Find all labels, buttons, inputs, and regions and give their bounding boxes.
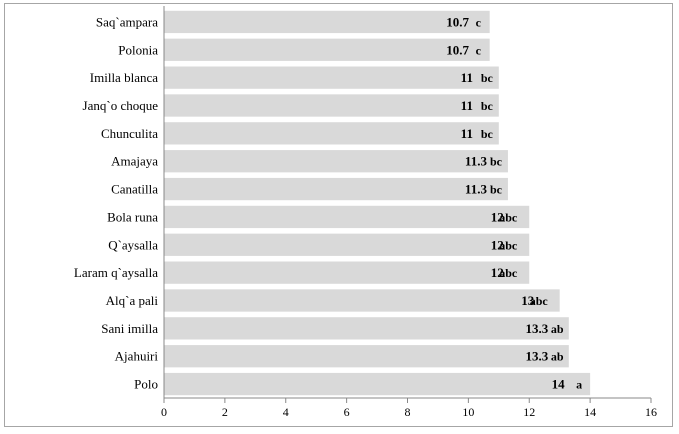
x-tick-label: 2 — [222, 405, 228, 419]
value-label: 13.3 — [525, 321, 548, 336]
bar — [164, 66, 499, 89]
significance-label: bc — [481, 71, 494, 85]
bar — [164, 205, 530, 229]
value-label: 11.3 — [465, 154, 488, 169]
significance-label: abc — [499, 238, 518, 252]
value-label: 11.3 — [465, 182, 488, 197]
value-label: 12 — [491, 265, 504, 280]
bar — [164, 177, 508, 201]
value-label: 12 — [491, 209, 504, 224]
bar — [164, 122, 499, 145]
category-label: Saq`ampara — [96, 14, 158, 29]
value-label: 11 — [461, 98, 473, 113]
value-label: 12 — [491, 237, 504, 252]
bar — [164, 150, 508, 173]
significance-label: bc — [481, 127, 494, 141]
x-tick-label: 16 — [645, 405, 657, 419]
category-label: Canatilla — [111, 182, 158, 197]
x-tick-label: 6 — [344, 405, 350, 419]
category-label: Ajahuiri — [115, 349, 159, 364]
significance-label: c — [476, 43, 482, 57]
significance-label: a — [576, 378, 582, 392]
bar — [164, 317, 569, 340]
chart-frame: Saq`ampara 10.7 c Polonia 10.7 c Imilla blanca… — [4, 3, 673, 427]
value-label: 10.7 — [446, 14, 469, 29]
significance-label: bc — [490, 155, 503, 169]
category-label: Alq`a pali — [106, 293, 159, 308]
bar — [164, 233, 530, 256]
significance-label: bc — [481, 99, 494, 113]
bar — [164, 94, 499, 117]
value-label: 11 — [461, 126, 473, 141]
category-label: Amajaya — [111, 154, 158, 169]
value-label: 10.7 — [446, 42, 469, 57]
category-label: Janq`o choque — [83, 98, 159, 113]
category-label: Imilla blanca — [90, 70, 158, 85]
significance-label: abc — [530, 294, 549, 308]
bar-chart: Saq`ampara 10.7 c Polonia 10.7 c Imilla blanca… — [74, 6, 657, 419]
category-label: Q`aysalla — [108, 237, 158, 252]
value-label: 14 — [552, 377, 566, 392]
bar — [164, 10, 490, 34]
significance-label: c — [476, 15, 482, 29]
significance-label: bc — [490, 183, 503, 197]
bar — [164, 38, 490, 61]
significance-label: abc — [499, 266, 518, 280]
x-tick-label: 4 — [283, 405, 289, 419]
bar — [164, 372, 591, 396]
value-label: 13 — [521, 293, 535, 308]
significance-label: ab — [551, 322, 564, 336]
category-label: Laram q`aysalla — [74, 265, 158, 280]
significance-label: ab — [551, 350, 564, 364]
x-tick-label: 0 — [161, 405, 167, 419]
category-label: Bola runa — [107, 209, 158, 224]
category-label: Polonia — [118, 42, 158, 57]
category-label: Chunculita — [101, 126, 158, 141]
value-label: 11 — [461, 70, 473, 85]
x-tick-label: 8 — [405, 405, 411, 419]
value-label: 13.3 — [525, 349, 548, 364]
bar — [164, 261, 530, 284]
x-tick-label: 10 — [462, 405, 474, 419]
category-label: Polo — [134, 377, 158, 392]
x-tick-label: 14 — [584, 405, 596, 419]
bar — [164, 345, 569, 368]
category-label: Sani imilla — [101, 321, 158, 336]
significance-label: abc — [499, 210, 518, 224]
x-tick-label: 12 — [523, 405, 535, 419]
bar — [164, 289, 560, 312]
